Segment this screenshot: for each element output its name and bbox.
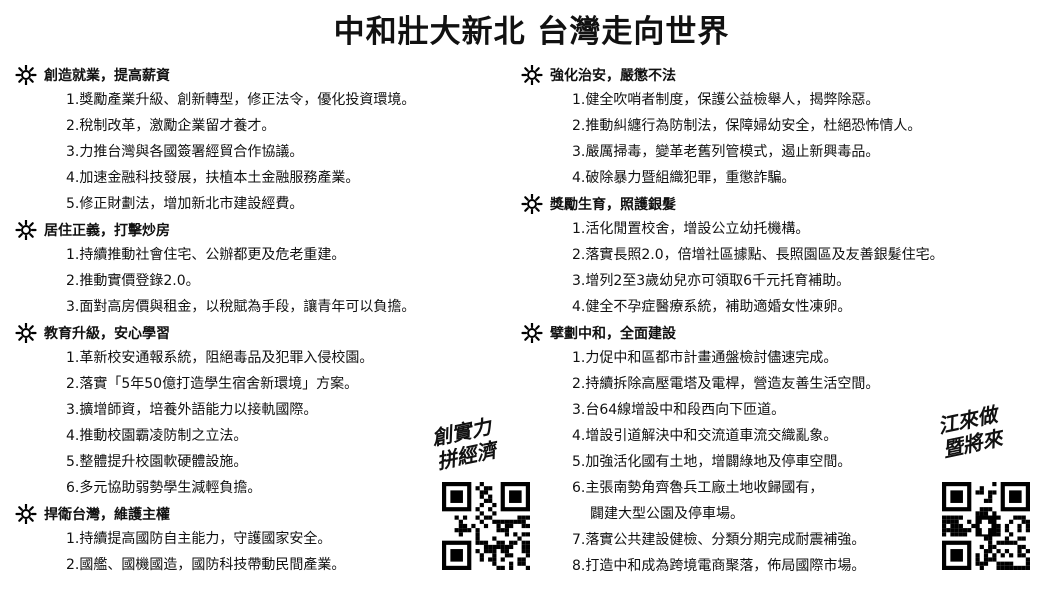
policy-item: 6.多元協助弱勢學生減輕負擔。 bbox=[66, 480, 262, 496]
policy-item: 7.落實公共建設健檢、分類分期完成耐震補強。 bbox=[572, 532, 866, 548]
section-heading: 擘劃中和，全面建設 bbox=[520, 320, 1050, 345]
section-heading-text: 強化治安，嚴懲不法 bbox=[550, 67, 676, 84]
policy-item: 2.落實長照2.0，倍增社區據點、長照園區及友善銀髮住宅。 bbox=[572, 247, 944, 263]
policy-item: 8.打造中和成為跨境電商聚落，佈局國際市場。 bbox=[572, 558, 866, 574]
policy-item: 4.加速金融科技發展，扶植本土金融服務產業。 bbox=[66, 170, 360, 186]
policy-item: 1.獎勵產業升級、創新轉型，修正法令，優化投資環境。 bbox=[66, 92, 416, 108]
sun-burst-icon bbox=[15, 503, 37, 524]
policy-item: 1.持續提高國防自主能力，守護國家安全。 bbox=[66, 531, 332, 547]
policy-item: 1.活化閒置校舍，增設公立幼托機構。 bbox=[572, 221, 810, 237]
policy-item: 2.持續拆除高壓電塔及電桿，營造友善生活空間。 bbox=[572, 376, 880, 392]
policy-item: 3.擴增師資，培養外語能力以接軌國際。 bbox=[66, 402, 318, 418]
policy-item: 3.嚴厲掃毒，變革老舊列管模式，遏止新興毒品。 bbox=[572, 144, 880, 160]
section-heading: 居住正義，打擊炒房 bbox=[14, 217, 514, 242]
policy-section: 強化治安，嚴懲不法 1.健全吹哨者制度，保護公益檢舉人，揭弊除惡。 2.推動糾纏行為… bbox=[520, 62, 1050, 191]
page-title: 中和壯大新北 台灣走向世界 bbox=[333, 14, 730, 50]
section-heading-text: 創造就業，提高薪資 bbox=[44, 67, 170, 84]
section-heading-text: 居住正義，打擊炒房 bbox=[44, 222, 170, 239]
policy-section: 擘劃中和，全面建設 1.力促中和區都市計畫通盤檢討儘速完成。 2.持續拆除高壓電塔及… bbox=[520, 320, 1050, 579]
policy-item: 4.推動校園霸凌防制之立法。 bbox=[66, 428, 248, 444]
policy-item: 6.主張南勢角齊魯兵工廠土地收歸國有， bbox=[572, 480, 824, 496]
right-column: 強化治安，嚴懲不法 1.健全吹哨者制度，保護公益檢舉人，揭弊除惡。 2.推動糾纏行為… bbox=[520, 62, 1050, 579]
policy-item: 5.加強活化國有土地，增闢綠地及停車空間。 bbox=[572, 454, 852, 470]
policy-item: 1.革新校安通報系統，阻絕毒品及犯罪入侵校園。 bbox=[66, 350, 374, 366]
section-heading: 獎勵生育，照護銀髮 bbox=[520, 191, 1050, 216]
policy-item: 1.力促中和區都市計畫通盤檢討儘速完成。 bbox=[572, 350, 838, 366]
policy-item: 3.台64線增設中和段西向下匝道。 bbox=[572, 402, 786, 418]
sun-burst-icon bbox=[521, 193, 543, 214]
section-heading: 強化治安，嚴懲不法 bbox=[520, 62, 1050, 87]
policy-item: 5.整體提升校園軟硬體設施。 bbox=[66, 454, 248, 470]
section-heading: 教育升級，安心學習 bbox=[14, 320, 514, 345]
policy-section: 居住正義，打擊炒房 1.持續推動社會住宅、公辦都更及危老重建。 2.推動實價登錄2.… bbox=[14, 217, 514, 320]
sun-burst-icon bbox=[15, 322, 37, 343]
policy-section: 獎勵生育，照護銀髮 1.活化閒置校舍，增設公立幼托機構。 2.落實長照2.0，倍增社… bbox=[520, 191, 1050, 320]
policy-item: 3.力推台灣與各國簽署經貿合作協議。 bbox=[66, 144, 304, 160]
policy-item: 4.健全不孕症醫療系統，補助適婚女性凍卵。 bbox=[572, 299, 852, 315]
policy-item: 2.推動糾纏行為防制法，保障婦幼安全，杜絕恐怖情人。 bbox=[572, 118, 922, 134]
policy-section: 捍衛台灣，維護主權 1.持續提高國防自主能力，守護國家安全。 2.國艦、國機國造，國… bbox=[14, 501, 514, 578]
section-heading-text: 獎勵生育，照護銀髮 bbox=[550, 196, 676, 213]
section-heading-text: 教育升級，安心學習 bbox=[44, 325, 170, 342]
policy-item: 1.持續推動社會住宅、公辦都更及危老重建。 bbox=[66, 247, 346, 263]
policy-item: 2.落實「5年50億打造學生宿舍新環境」方案。 bbox=[66, 376, 359, 392]
section-heading-text: 捍衛台灣，維護主權 bbox=[44, 506, 170, 523]
policy-section: 教育升級，安心學習 1.革新校安通報系統，阻絕毒品及犯罪入侵校園。 2.落實「5年5… bbox=[14, 320, 514, 501]
policy-item: 4.增設引道解決中和交流道車流交織亂象。 bbox=[572, 428, 838, 444]
sun-burst-icon bbox=[15, 64, 37, 85]
sun-burst-icon bbox=[521, 322, 543, 343]
policy-section: 創造就業，提高薪資 1.獎勵產業升級、創新轉型，修正法令，優化投資環境。 2.稅制改… bbox=[14, 62, 514, 217]
section-heading-text: 擘劃中和，全面建設 bbox=[550, 325, 676, 342]
section-heading: 捍衛台灣，維護主權 bbox=[14, 501, 514, 526]
policy-item: 3.增列2至3歲幼兒亦可領取6千元托育補助。 bbox=[572, 273, 851, 289]
qr-code-icon[interactable] bbox=[442, 482, 530, 570]
section-heading: 創造就業，提高薪資 bbox=[14, 62, 514, 87]
policy-item: 5.修正財劃法，增加新北市建設經費。 bbox=[66, 196, 304, 212]
policy-item: 2.推動實價登錄2.0。 bbox=[66, 273, 200, 289]
qr-code-icon[interactable] bbox=[942, 482, 1030, 570]
sun-burst-icon bbox=[15, 219, 37, 240]
policy-item: 2.稅制改革，激勵企業留才養才。 bbox=[66, 118, 276, 134]
sun-burst-icon bbox=[521, 64, 543, 85]
policy-item: 2.國艦、國機國造，國防科技帶動民間產業。 bbox=[66, 557, 346, 573]
policy-item: 闢建大型公園及停車場。 bbox=[590, 506, 744, 522]
left-column: 創造就業，提高薪資 1.獎勵產業升級、創新轉型，修正法令，優化投資環境。 2.稅制改… bbox=[14, 62, 514, 578]
policy-item: 1.健全吹哨者制度，保護公益檢舉人，揭弊除惡。 bbox=[572, 92, 880, 108]
policy-item: 4.破除暴力暨組織犯罪，重懲詐騙。 bbox=[572, 170, 796, 186]
policy-item: 3.面對高房價與租金，以稅賦為手段，讓青年可以負擔。 bbox=[66, 299, 416, 315]
